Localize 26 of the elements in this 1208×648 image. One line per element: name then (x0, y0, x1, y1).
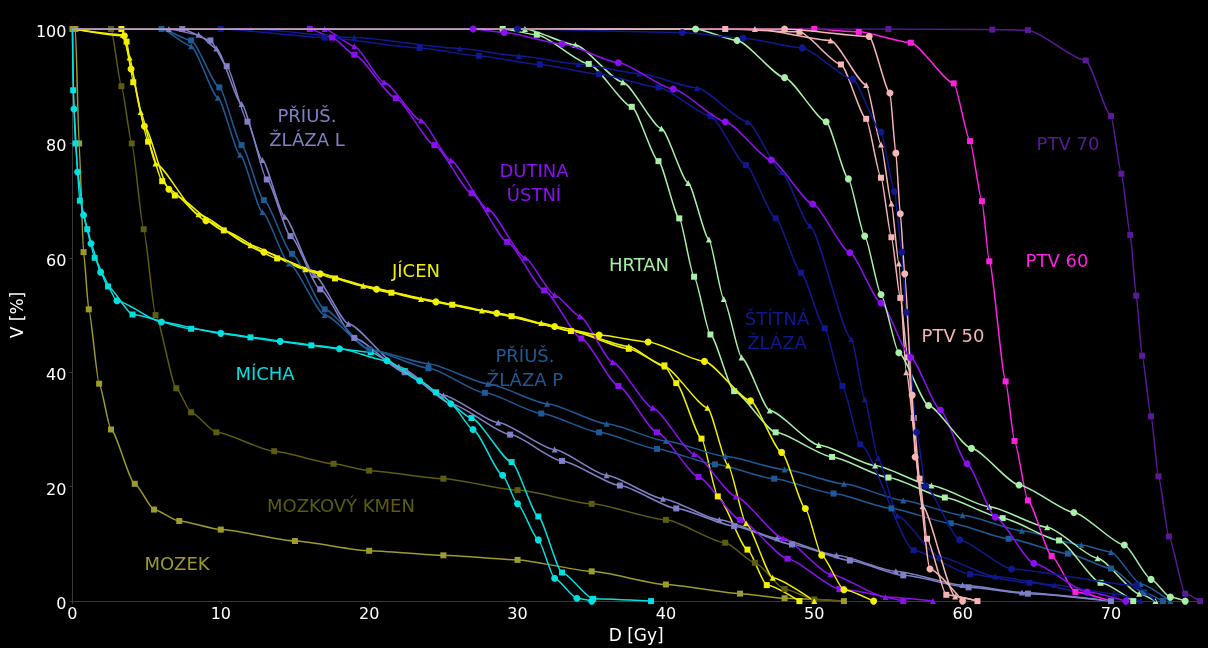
y-tick-label: 20 (46, 479, 67, 499)
series-label: JÍCEN (390, 259, 441, 281)
x-tick-label: 10 (210, 603, 231, 623)
x-axis-title: D [Gy] (608, 624, 664, 645)
series-label: MOZKOVÝ KMEN (267, 494, 415, 516)
series-label: PŘÍUŠ. ŽLÁZA P (486, 344, 564, 390)
series-label: HRTAN (608, 253, 670, 275)
series-label: PŘÍUŠ. ŽLÁZA L (269, 104, 345, 150)
series-label: MOZEK (144, 552, 211, 574)
y-tick-label: 80 (46, 136, 67, 156)
series-label: MÍCHA (235, 362, 296, 384)
series-label: PTV 70 (1036, 132, 1100, 154)
series-label: PTV 60 (1025, 249, 1089, 271)
series-label: DUTINA ÚSTNÍ (499, 159, 570, 205)
y-tick-label: 60 (46, 250, 67, 270)
x-tick-label: 40 (655, 603, 677, 623)
y-tick-label: 40 (46, 365, 67, 385)
series-label: PTV 50 (921, 324, 985, 346)
y-tick-label: 100 (35, 22, 67, 41)
x-tick-label: 60 (952, 603, 973, 623)
x-tick-label: 50 (804, 603, 825, 623)
x-tick-label: 70 (1100, 603, 1122, 623)
y-axis-title: V [%] (6, 291, 27, 339)
series-label: ŠTÍTNÁ ŽLÁZA (744, 307, 810, 353)
x-tick-label: 30 (507, 603, 528, 623)
x-tick-label: 20 (358, 603, 380, 623)
